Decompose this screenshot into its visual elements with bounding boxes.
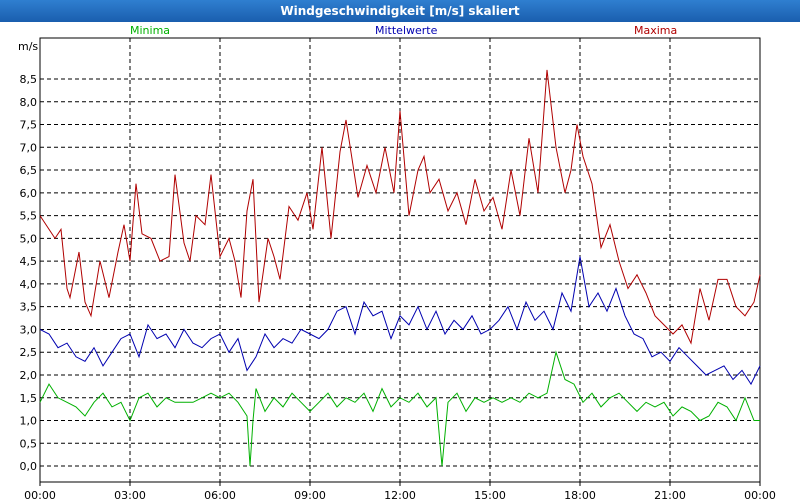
y-tick-label: 6,0 [20,187,38,200]
y-tick-label: 4,5 [20,255,38,268]
y-axis-label: m/s [18,40,38,53]
x-tick-time: 21:00 [654,489,686,500]
chart-area: 0,0 0,5 1,0 1,5 2,0 2,5 3,0 3,5 4,0 4,5 5,0 5,5 6,0 6… [18,37,776,500]
x-tick-time: 18:00 [564,489,596,500]
window-title: Windgeschwindigkeit [m/s] skaliert [0,0,800,22]
x-tick-time: 00:00 [24,489,56,500]
series-line-maxima [39,69,761,345]
legend-maxima: Maxima [634,24,678,37]
x-tick-time: 06:00 [204,489,236,500]
y-tick-label: 7,0 [20,141,38,154]
x-tick-time: 00:00 [744,489,776,500]
y-tick-label: 5,5 [20,210,38,223]
legend-minima: Minima [130,24,171,37]
x-tick-time: 12:00 [384,489,416,500]
y-tick-label: 7,5 [20,119,38,132]
y-tick-label: 3,5 [20,301,38,314]
y-tick-label: 1,0 [20,415,38,428]
y-tick-label: 0,5 [20,437,38,450]
y-tick-label: 3,0 [20,323,38,336]
legend-mittelwerte: Mittelwerte [375,24,438,37]
y-tick-label: 1,5 [20,392,38,405]
y-tick-label: 8,0 [20,96,38,109]
y-tick-label: 5,0 [20,232,38,245]
y-tick-label: 8,5 [20,73,38,86]
x-tick-time: 03:00 [114,489,146,500]
y-tick-label: 4,0 [20,278,38,291]
y-tick-label: 2,0 [20,369,38,382]
y-tick-label: 6,5 [20,164,38,177]
y-tick-label: 0,0 [20,460,38,473]
y-tick-label: 2,5 [20,346,38,359]
series-line-minima [39,350,760,467]
series-line-mittelwerte [39,256,761,386]
x-tick-time: 15:00 [474,489,506,500]
x-tick-time: 09:00 [294,489,326,500]
